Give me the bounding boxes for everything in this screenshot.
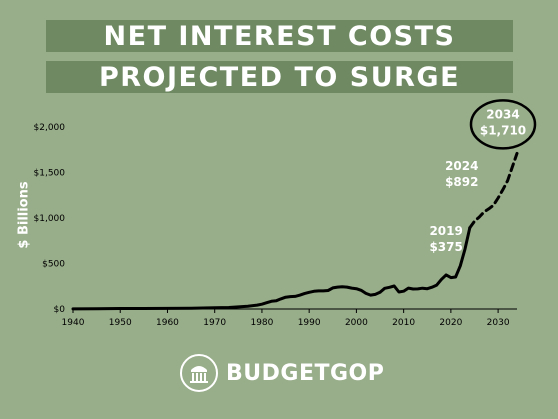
historical-series-line bbox=[71, 226, 472, 311]
x-tick-label: 1950 bbox=[109, 318, 132, 328]
x-tick-label: 1980 bbox=[250, 318, 273, 328]
x-tick-label: 2000 bbox=[345, 318, 368, 328]
annotation-year-label: 2019 bbox=[429, 224, 462, 238]
y-tick-label: $0 bbox=[54, 305, 66, 315]
brand-name: BUDGETGOP bbox=[226, 360, 385, 386]
annotation-value-label: $892 bbox=[445, 175, 478, 189]
page-title-line1: NET INTEREST COSTS bbox=[103, 20, 456, 52]
annotation-year-label: 2024 bbox=[445, 159, 478, 173]
x-tick-label: 1940 bbox=[62, 318, 85, 328]
title-bar-line1: NET INTEREST COSTS bbox=[46, 20, 513, 52]
highlight-circle bbox=[469, 99, 537, 150]
y-tick-label: $2,000 bbox=[34, 123, 66, 133]
y-tick-label: $1,500 bbox=[34, 169, 66, 179]
annotation-value-label: $375 bbox=[429, 240, 462, 254]
x-tick-label: 2030 bbox=[487, 318, 510, 328]
x-tick-label: 2020 bbox=[439, 318, 462, 328]
x-tick-label: 1970 bbox=[203, 318, 226, 328]
annotation-value-label: $1,710 bbox=[480, 123, 526, 137]
brand-logo: BUDGETGOP bbox=[180, 352, 384, 394]
y-tick-label: $500 bbox=[42, 260, 65, 270]
projected-series-line bbox=[468, 151, 519, 230]
annotation-year-label: 2034 bbox=[486, 107, 519, 121]
x-tick-label: 2010 bbox=[392, 318, 415, 328]
page-title-line2: PROJECTED TO SURGE bbox=[98, 61, 461, 93]
capitol-seal-icon bbox=[180, 354, 218, 392]
x-tick-label: 1990 bbox=[298, 318, 321, 328]
y-tick-label: $1,000 bbox=[34, 214, 66, 224]
title-bar-line2: PROJECTED TO SURGE bbox=[46, 61, 513, 93]
x-tick-label: 1960 bbox=[156, 318, 179, 328]
